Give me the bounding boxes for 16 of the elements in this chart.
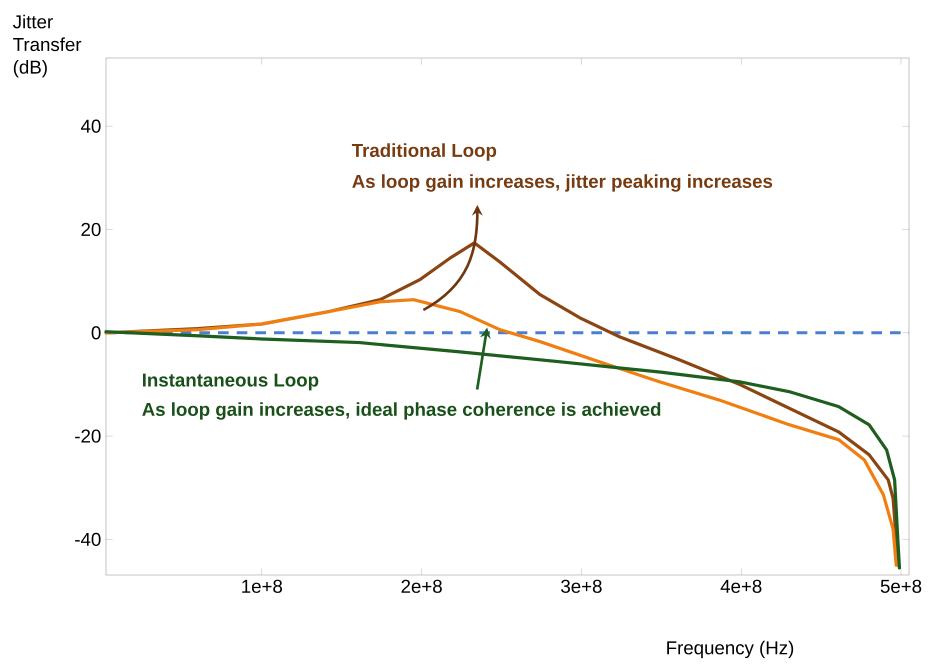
annotation: As loop gain increases, ideal phase coherence is achieved <box>142 402 660 420</box>
y-tick-label: -40 <box>75 532 101 546</box>
annotation: Instantaneous Loop <box>142 374 318 390</box>
annotation: As loop gain increases, jitter peaking increases <box>352 174 772 192</box>
x-tick-label: 1e+8 <box>242 580 282 593</box>
x-axis-title: Frequency (Hz) <box>667 640 794 658</box>
y-tick-label: 40 <box>80 120 101 133</box>
y-axis-title: Jitter Transfer (dB) <box>13 14 82 78</box>
x-tick-label: 3e+8 <box>561 580 602 593</box>
x-tick-label: 5e+8 <box>880 580 922 593</box>
y-tick-label: 0 <box>92 326 101 340</box>
x-tick-label: 2e+8 <box>402 580 442 593</box>
x-tick-label: 4e+8 <box>720 580 762 593</box>
y-tick-label: 20 <box>81 222 101 236</box>
annotation: Traditional Loop <box>352 143 496 161</box>
y-tick-label: -20 <box>75 429 101 443</box>
